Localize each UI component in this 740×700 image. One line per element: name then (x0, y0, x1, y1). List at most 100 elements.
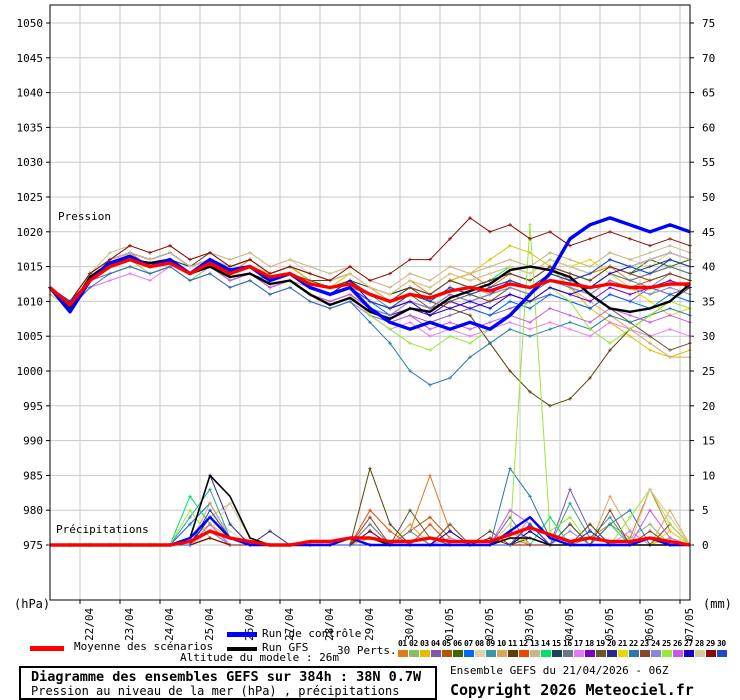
pert-swatch (563, 650, 573, 657)
pressure-tick-label: 1020 (17, 226, 44, 239)
pert-cell: 02 (409, 640, 420, 657)
pert-swatch (607, 650, 617, 657)
pert-swatch (684, 650, 694, 657)
pressure-tick-label: 980 (23, 504, 43, 517)
pressure-tick-label: 995 (23, 400, 43, 413)
pert-cell: 21 (618, 640, 629, 657)
member-pressure-line (49, 252, 691, 407)
pert-number: 02 (409, 639, 418, 648)
pert-number: 14 (541, 639, 550, 648)
pert-cell: 25 (662, 640, 673, 657)
pert-number: 26 (673, 639, 682, 648)
pert-number: 20 (607, 639, 616, 648)
pert-cell: 18 (585, 640, 596, 657)
pert-cell: 13 (530, 640, 541, 657)
pressure-tick-label: 975 (23, 539, 43, 552)
pert-cell: 04 (431, 640, 442, 657)
pert-swatch (552, 650, 562, 657)
pert-swatch (464, 650, 474, 657)
date-tick-label: 04/05 (563, 608, 576, 641)
pert-number: 21 (618, 639, 627, 648)
chart-subtitle: Pression au niveau de la mer (hPa) , pré… (31, 684, 400, 700)
pert-cell: 05 (442, 640, 453, 657)
pert-number: 08 (475, 639, 484, 648)
pert-number: 03 (420, 639, 429, 648)
pert-number: 15 (552, 639, 561, 648)
pert-cell: 30 (717, 640, 728, 657)
pert-swatch (409, 650, 419, 657)
pert-swatch (453, 650, 463, 657)
pert-swatch (431, 650, 441, 657)
pert-swatch (420, 650, 430, 657)
pert-number: 11 (508, 639, 517, 648)
pert-number: 06 (453, 639, 462, 648)
pert-swatch (475, 650, 485, 657)
precip-tick-label: 40 (702, 261, 715, 274)
precip-tick-label: 75 (702, 17, 715, 30)
pert-swatch (651, 650, 661, 657)
pert-swatch (497, 650, 507, 657)
legend-gfs-label: Run GFS (262, 641, 309, 654)
date-tick-label: 01/05 (443, 608, 456, 641)
pert-cell: 03 (420, 640, 431, 657)
member-pressure-markers (48, 250, 692, 408)
pert-number: 30 (717, 639, 726, 648)
pert-cell: 19 (596, 640, 607, 657)
date-tick-label: 07/05 (683, 608, 696, 641)
pert-cell: 07 (464, 640, 475, 657)
pert-number: 05 (442, 639, 451, 648)
pressure-tick-label: 1025 (17, 191, 44, 204)
pert-cell: 27 (684, 640, 695, 657)
precip-tick-label: 35 (702, 295, 715, 308)
date-tick-label: 03/05 (523, 608, 536, 641)
pert-cell: 09 (486, 640, 497, 657)
pressure-tick-label: 1030 (17, 156, 44, 169)
precip-tick-label: 50 (702, 191, 715, 204)
date-tick-label: 02/05 (483, 608, 496, 641)
copyright: Copyright 2026 Meteociel.fr (450, 681, 694, 699)
pert-swatch (640, 650, 650, 657)
pert-number: 24 (651, 639, 660, 648)
precip-tick-label: 15 (702, 435, 715, 448)
pert-swatch (442, 650, 452, 657)
date-tick-label: 25/04 (203, 608, 216, 641)
pert-number: 17 (574, 639, 583, 648)
precip-tick-label: 20 (702, 400, 715, 413)
pert-number: 04 (431, 639, 440, 648)
date-tick-label: 22/04 (83, 608, 96, 641)
pert-number: 18 (585, 639, 594, 648)
pert-cell: 22 (629, 640, 640, 657)
pert-swatch (717, 650, 727, 657)
pert-swatch (541, 650, 551, 657)
pert-swatch (596, 650, 606, 657)
pert-cell: 20 (607, 640, 618, 657)
precip-unit-label: (mm) (703, 597, 732, 611)
member-precip-line (50, 224, 691, 546)
precip-tick-label: 10 (702, 469, 715, 482)
date-tick-label: 06/05 (643, 608, 656, 641)
pert-cell: 11 (508, 640, 519, 657)
pressure-tick-label: 1015 (17, 261, 44, 274)
pert-swatch (706, 650, 716, 657)
legend-control-label: Run de contrôle (262, 627, 362, 640)
pert-cell: 28 (695, 640, 706, 657)
pert-cell: 01 (398, 640, 409, 657)
legend-mean-label: Moyenne des scénarios (74, 640, 214, 653)
pressure-axis-title: Pression (58, 210, 111, 223)
pert-cell: 16 (563, 640, 574, 657)
pert-number: 10 (497, 639, 506, 648)
precip-tick-label: 45 (702, 226, 715, 239)
pert-swatch (519, 650, 529, 657)
pert-number: 12 (519, 639, 528, 648)
precip-tick-label: 5 (702, 504, 709, 517)
pert-cell: 14 (541, 640, 552, 657)
pert-swatch (695, 650, 705, 657)
date-tick-label: 30/04 (403, 608, 416, 641)
pert-swatch (398, 650, 408, 657)
date-tick-label: 29/04 (363, 608, 376, 641)
pert-number: 07 (464, 639, 473, 648)
pert-number: 16 (563, 639, 572, 648)
pressure-tick-label: 1005 (17, 330, 44, 343)
date-tick-label: 23/04 (123, 608, 136, 641)
